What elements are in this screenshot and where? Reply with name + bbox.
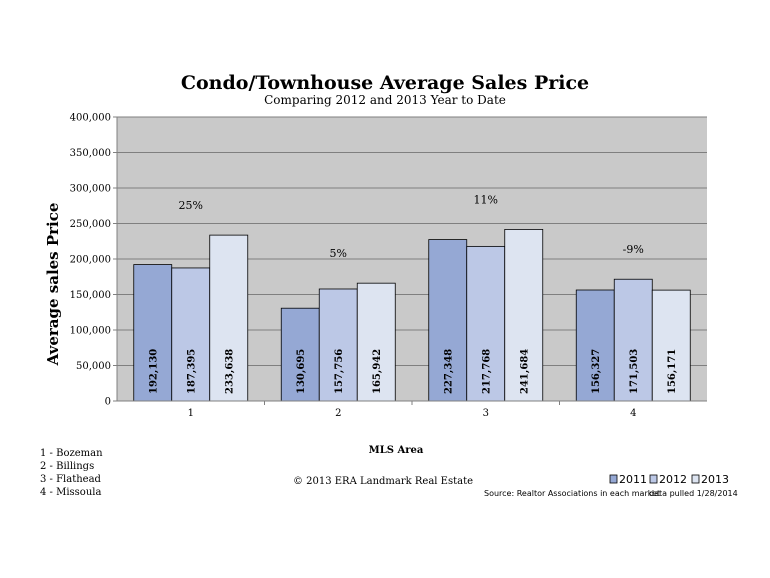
- y-tick-label: 0: [105, 397, 111, 408]
- legend-label: 2012: [659, 473, 687, 486]
- chart-title: Condo/Townhouse Average Sales Price: [181, 72, 589, 94]
- source-note: Source: Realtor Associations in each mar…: [484, 489, 660, 498]
- bar-label: 187,395: [186, 349, 197, 394]
- y-tick-label: 300,000: [70, 184, 111, 195]
- y-axis-label: Average sales Price: [44, 203, 62, 367]
- x-tick-label: 4: [630, 408, 636, 419]
- y-tick-label: 150,000: [70, 290, 111, 301]
- x-tick-label: 3: [483, 408, 489, 419]
- legend-label: 2011: [619, 473, 647, 486]
- x-tick-label: 1: [188, 408, 194, 419]
- area-key-item: 4 - Missoula: [40, 487, 102, 498]
- x-axis-ticks: 1 2 3 4: [188, 401, 636, 419]
- bar-label: 233,638: [224, 349, 235, 394]
- chart-subtitle: Comparing 2012 and 2013 Year to Date: [264, 93, 506, 107]
- percent-annotation: 25%: [179, 199, 203, 212]
- y-tick-label: 100,000: [70, 326, 111, 337]
- y-axis-ticks: 0 50,000 100,000 150,000 200,000 250,000 300,0…: [70, 113, 117, 408]
- bar: [651, 289, 691, 402]
- bar: [466, 245, 506, 402]
- legend-swatch: [609, 474, 618, 484]
- bar-label: 130,695: [296, 349, 307, 394]
- legend-swatch: [691, 474, 700, 484]
- bar-label: 241,684: [519, 349, 530, 394]
- percent-annotation: 11%: [474, 193, 498, 206]
- bar-label: 217,768: [481, 349, 492, 394]
- x-tick-label: 2: [335, 408, 341, 419]
- area-key-item: 2 - Billings: [40, 461, 95, 472]
- bar-label: 156,171: [667, 349, 678, 394]
- bar-label: 192,130: [148, 349, 159, 394]
- legend-label: 2013: [701, 473, 729, 486]
- bar-label: 227,348: [443, 349, 454, 394]
- x-axis-label: MLS Area: [369, 445, 424, 456]
- y-tick-label: 250,000: [70, 219, 111, 230]
- y-tick-label: 50,000: [76, 361, 111, 372]
- y-tick-label: 350,000: [70, 148, 111, 159]
- percent-annotation: 5%: [330, 247, 347, 260]
- bar-label: 165,942: [372, 349, 383, 394]
- bar-label: 171,503: [629, 349, 640, 394]
- data-pulled-note: data pulled 1/28/2014: [649, 489, 738, 498]
- legend-swatch: [649, 474, 658, 484]
- bar-labels: 192,130 187,395 233,638 130,695 157,756 165,9…: [148, 349, 678, 394]
- bar: [575, 289, 615, 402]
- bar: [504, 229, 544, 402]
- area-key-item: 3 - Flathead: [40, 474, 101, 485]
- percent-annotation: -9%: [623, 243, 644, 256]
- bar-label: 156,327: [591, 349, 602, 394]
- bar: [133, 264, 173, 402]
- percent-annotations: 25% 5% 11% -9%: [179, 193, 644, 260]
- bar: [209, 234, 249, 402]
- legend: 2011 2012 2013: [609, 473, 729, 486]
- bar: [613, 278, 653, 402]
- y-tick-label: 400,000: [70, 113, 111, 124]
- bar: [171, 267, 211, 402]
- area-key-item: 1 - Bozeman: [40, 448, 103, 459]
- copyright-note: © 2013 ERA Landmark Real Estate: [293, 476, 473, 487]
- bar-label: 157,756: [334, 349, 345, 394]
- y-tick-label: 200,000: [70, 255, 111, 266]
- bars: [133, 229, 691, 402]
- area-key: 1 - Bozeman 2 - Billings 3 - Flathead 4 …: [40, 447, 103, 499]
